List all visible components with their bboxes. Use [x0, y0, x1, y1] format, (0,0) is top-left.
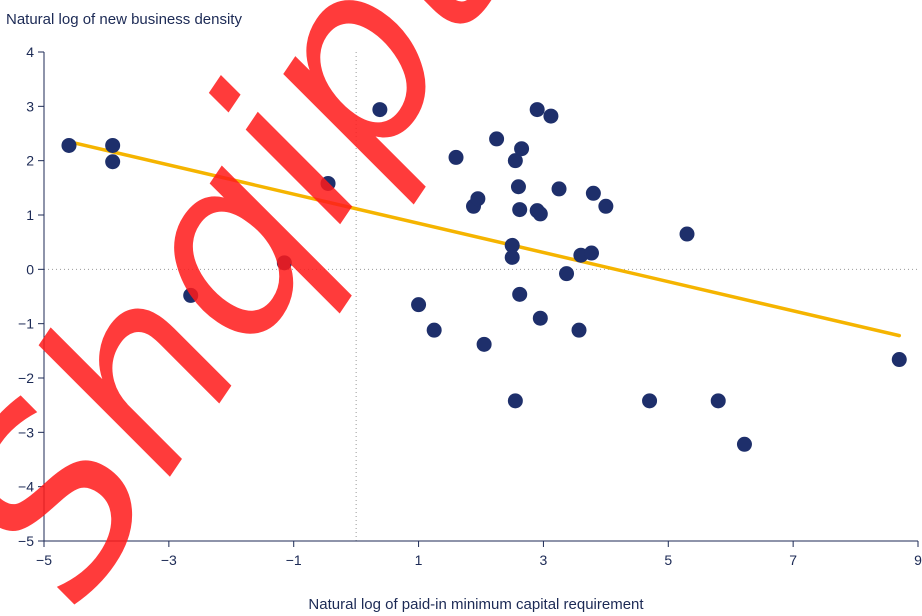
data-point — [529, 102, 545, 118]
data-point — [736, 436, 752, 452]
data-point — [598, 198, 614, 214]
data-point — [105, 154, 121, 170]
data-point — [543, 108, 559, 124]
x-tick-label: −3 — [161, 552, 177, 568]
x-tick-labels: −5 −3 −1 1 3 5 7 9 — [36, 552, 922, 568]
x-tick-label: 9 — [914, 552, 922, 568]
y-tick-label: 2 — [26, 153, 34, 169]
data-point — [426, 322, 442, 338]
data-point — [276, 255, 292, 271]
data-point — [512, 286, 528, 302]
y-tick-label: 4 — [26, 44, 34, 60]
y-tick-label: −4 — [18, 479, 34, 495]
y-tick-label: −2 — [18, 370, 34, 386]
trend-line — [67, 139, 902, 338]
watermark-text: Shqiptar — [0, 0, 703, 616]
data-point — [507, 153, 523, 169]
data-point — [585, 185, 601, 201]
x-tick-label: 7 — [789, 552, 797, 568]
data-point — [891, 352, 907, 368]
data-point — [470, 191, 486, 207]
data-point — [571, 322, 587, 338]
data-point — [679, 226, 695, 242]
x-axis-title: Natural log of paid-in minimum capital r… — [308, 596, 644, 613]
data-point — [476, 336, 492, 352]
data-point — [532, 206, 548, 222]
watermark: Shqiptar — [0, 0, 703, 616]
trend-line-group — [67, 139, 902, 338]
data-point — [532, 310, 548, 326]
data-point — [510, 179, 526, 195]
data-point — [61, 137, 77, 153]
reference-lines — [44, 52, 918, 541]
data-point — [448, 149, 464, 165]
y-tick-label: −3 — [18, 424, 34, 440]
axes — [38, 51, 919, 547]
x-tick-label: −5 — [36, 552, 52, 568]
data-point — [504, 237, 520, 253]
data-points — [61, 102, 907, 452]
data-point — [583, 245, 599, 261]
data-point — [642, 393, 658, 409]
data-point — [559, 266, 575, 282]
data-point — [710, 393, 726, 409]
y-tick-label: 3 — [26, 98, 34, 114]
x-tick-label: −1 — [286, 552, 302, 568]
data-point — [512, 202, 528, 218]
data-point — [372, 102, 388, 118]
data-point — [320, 175, 336, 191]
x-tick-label: 3 — [540, 552, 548, 568]
y-tick-label: 0 — [26, 261, 34, 277]
data-point — [489, 131, 505, 147]
data-point — [183, 287, 199, 303]
x-tick-label: 5 — [664, 552, 672, 568]
y-axis-title: Natural log of new business density — [6, 11, 242, 28]
data-point — [504, 249, 520, 265]
data-point — [514, 141, 530, 157]
data-point — [411, 297, 427, 313]
y-tick-label: 1 — [26, 207, 34, 223]
y-tick-labels: −5 −4 −3 −2 −1 0 1 2 3 4 — [18, 44, 34, 549]
x-tick-label: 1 — [415, 552, 423, 568]
y-tick-label: −5 — [18, 533, 34, 549]
y-tick-label: −1 — [18, 316, 34, 332]
data-point — [507, 393, 523, 409]
data-point — [551, 181, 567, 197]
data-point — [105, 137, 121, 153]
